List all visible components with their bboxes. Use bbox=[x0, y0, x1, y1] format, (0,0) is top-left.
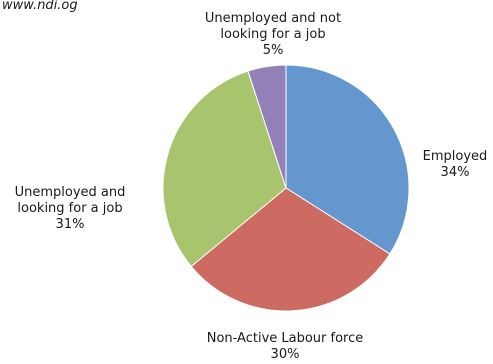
slice-value-label: 30% bbox=[271, 347, 300, 362]
slice-name-line: looking for a job bbox=[220, 27, 325, 42]
pie-slices bbox=[162, 64, 410, 312]
pie-slice-employed bbox=[285, 64, 410, 255]
slice-name-line: looking for a job bbox=[17, 201, 122, 216]
slice-value-label: 5% bbox=[263, 43, 284, 58]
slice-name-line: Unemployed and bbox=[15, 185, 126, 200]
pie-slice-unemployed-and-looking-for-a-job bbox=[162, 70, 287, 268]
slice-labels: Employed 34% Non-Active Labour force 30% Une… bbox=[15, 11, 488, 362]
slice-name-line: Unemployed and not bbox=[205, 11, 341, 26]
slice-value-label: 31% bbox=[56, 217, 85, 232]
slice-name-line: Employed bbox=[423, 149, 488, 164]
slice-name-line: Non-Active Labour force bbox=[207, 331, 364, 346]
pie-slice-unemployed-and-not-looking-for-a-job bbox=[247, 64, 287, 189]
pie-slice-non-active-labour-force bbox=[190, 187, 391, 312]
slice-label-unemployed-and-not-looking-for-a-job: Unemployed and not looking for a job 5% bbox=[205, 11, 341, 58]
slice-label-employed: Employed 34% bbox=[423, 149, 488, 180]
slice-label-unemployed-and-looking-for-a-job: Unemployed and looking for a job 31% bbox=[15, 185, 126, 232]
slice-label-non-active-labour-force: Non-Active Labour force 30% bbox=[207, 331, 364, 362]
source-note: www.ndi.og bbox=[2, 0, 78, 13]
slice-value-label: 34% bbox=[441, 165, 470, 180]
